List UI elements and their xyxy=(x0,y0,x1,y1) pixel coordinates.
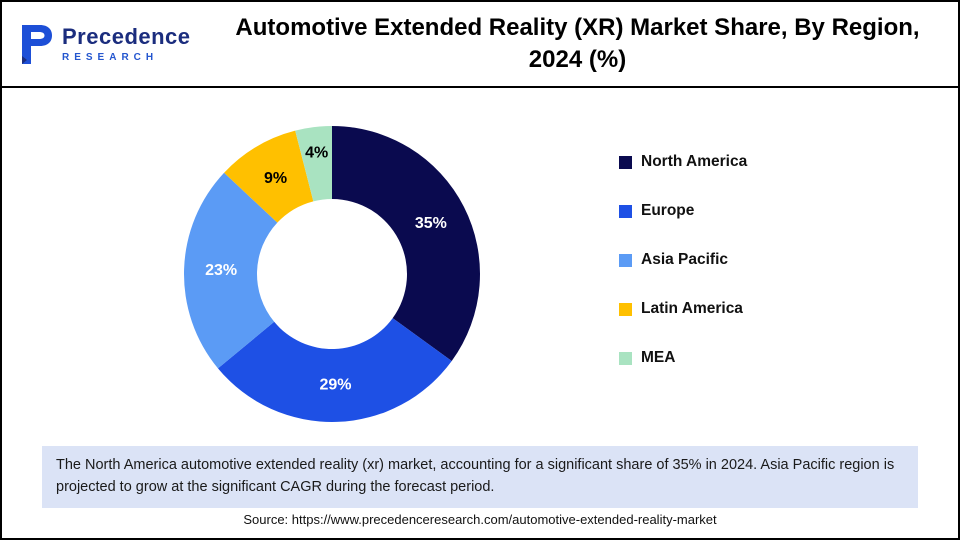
donut-slice-latin-america xyxy=(224,130,314,223)
donut-chart: 35% 29% 23% 9% 4% xyxy=(183,126,480,422)
legend-label: Asia Pacific xyxy=(641,251,729,268)
brand-name: Precedence xyxy=(62,23,191,49)
slice-label-latin-america: 9% xyxy=(264,170,287,187)
precedence-p-icon xyxy=(22,25,52,64)
summary-note-text: The North America automotive extended re… xyxy=(56,457,895,495)
legend-label: North America xyxy=(641,153,748,170)
legend-item-europe: Europe xyxy=(619,202,747,220)
legend-swatch xyxy=(619,204,632,218)
legend-swatch xyxy=(619,155,632,169)
legend-item-latin-america: Latin America xyxy=(619,300,747,318)
brand-text: Precedence RESEARCH xyxy=(62,23,191,63)
legend-item-north-america: North America xyxy=(619,153,747,171)
donut-slice-mea xyxy=(295,126,332,202)
brand-logo: Precedence RESEARCH xyxy=(2,23,221,65)
donut-slice-europe xyxy=(217,318,452,422)
legend: North America Europe Asia Pacific Latin Ame… xyxy=(619,153,747,367)
legend-label: Europe xyxy=(641,202,695,219)
summary-note: The North America automotive extended re… xyxy=(42,446,918,508)
chart-title-line1: Automotive Extended Reality (XR) Market … xyxy=(235,13,920,41)
slice-label-asia-pacific: 23% xyxy=(205,262,237,279)
legend-label: Latin America xyxy=(641,300,743,317)
legend-label: MEA xyxy=(641,349,676,366)
slice-label-north-america: 35% xyxy=(415,215,447,232)
brand-subtitle: RESEARCH xyxy=(62,51,159,63)
legend-swatch xyxy=(619,351,632,365)
source-line: Source: https://www.precedenceresearch.c… xyxy=(243,512,717,527)
legend-item-asia-pacific: Asia Pacific xyxy=(619,251,747,269)
slice-label-mea: 4% xyxy=(305,145,328,162)
slice-label-europe: 29% xyxy=(319,376,351,393)
legend-swatch xyxy=(619,253,632,267)
legend-swatch xyxy=(619,302,632,316)
donut-slice-asia-pacific xyxy=(183,172,278,369)
donut-slice-north-america xyxy=(332,126,480,361)
chart-title: Automotive Extended Reality (XR) Market … xyxy=(221,12,958,77)
chart-title-line2: 2024 (%) xyxy=(528,46,627,73)
legend-item-mea: MEA xyxy=(619,349,747,367)
header: Precedence RESEARCH Automotive Extended … xyxy=(2,2,958,88)
